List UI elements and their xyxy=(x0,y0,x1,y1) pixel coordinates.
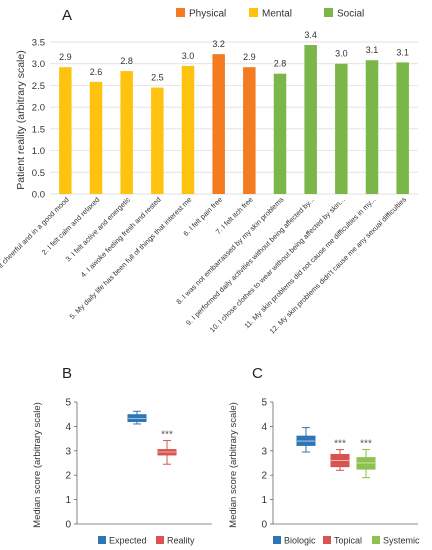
legend-label-reality: Reality xyxy=(167,536,195,546)
panel-c-label: C xyxy=(252,365,263,382)
panel-b-y-axis: 0 1 2 3 4 5 xyxy=(65,398,212,531)
panel-a-value-labels: 2.9 2.6 2.8 2.5 3.0 3.2 2.9 2.8 3.4 3.0 3.1 3.1 xyxy=(59,30,409,83)
category-label: 2. I felt calm and relaxed xyxy=(40,195,102,257)
bar xyxy=(396,62,409,194)
y-tick-label: 1.0 xyxy=(32,146,45,157)
bar xyxy=(59,67,72,194)
y-tick-label: 3 xyxy=(65,446,71,457)
legend-label-social: Social xyxy=(337,9,364,20)
y-tick-label: 5 xyxy=(65,398,71,409)
y-tick-label: 1 xyxy=(65,495,71,506)
panel-a-bars xyxy=(59,45,409,194)
panel-a: A Physical Mental Social Patient reality (… xyxy=(0,7,418,336)
bar xyxy=(243,67,256,194)
panel-b-y-axis-label: Median score (arbitrary scale) xyxy=(32,402,43,528)
significance-topical: *** xyxy=(334,439,346,450)
value-label: 2.8 xyxy=(274,59,287,69)
y-tick-label: 1.5 xyxy=(32,124,45,135)
bar xyxy=(335,63,348,194)
y-tick-label: 3 xyxy=(261,446,267,457)
value-label: 3.2 xyxy=(212,39,225,49)
legend-label-systemic: Systemic xyxy=(383,536,420,546)
legend-swatch-reality xyxy=(156,536,164,544)
y-tick-label: 0 xyxy=(65,520,71,531)
y-tick-label: 0 xyxy=(261,520,267,531)
panel-c-legend: Biologic Topical Systemic xyxy=(273,536,420,546)
value-label: 2.5 xyxy=(151,73,164,83)
y-tick-label: 3.5 xyxy=(32,38,45,49)
panel-a-legend: Physical Mental Social xyxy=(176,8,364,20)
y-tick-label: 1 xyxy=(261,495,267,506)
y-tick-label: 3.0 xyxy=(32,59,45,70)
y-tick-label: 5 xyxy=(261,398,267,409)
legend-label-physical: Physical xyxy=(189,9,226,20)
panel-b-boxes: *** xyxy=(127,410,177,465)
y-tick-label: 0.0 xyxy=(32,190,45,201)
panel-b: B Median score (arbitrary scale) 012345 … xyxy=(32,365,212,546)
bar xyxy=(151,87,164,194)
bar xyxy=(120,71,133,194)
legend-label-expected: Expected xyxy=(109,536,147,546)
legend-swatch-social xyxy=(324,8,333,17)
value-label: 3.0 xyxy=(182,51,195,61)
panel-a-y-axis: 0.0 0.5 1.0 1.5 2.0 2.5 3.0 3.5 xyxy=(32,38,418,201)
bar xyxy=(89,81,103,194)
legend-swatch-biologic xyxy=(273,536,281,544)
bar xyxy=(304,45,317,194)
bar xyxy=(212,54,225,194)
y-tick-label: 0.5 xyxy=(32,168,45,179)
y-tick-label: 4 xyxy=(65,422,71,433)
panel-a-y-axis-label: Patient reality (arbitrary scale) xyxy=(15,50,27,189)
panel-c: C Median score (arbitrary scale) 012345 … xyxy=(228,365,420,546)
value-label: 2.9 xyxy=(243,52,256,62)
value-label: 3.0 xyxy=(335,49,348,59)
panel-c-y-axis-label: Median score (arbitrary scale) xyxy=(228,402,239,528)
value-label: 3.1 xyxy=(396,47,409,57)
legend-label-biologic: Biologic xyxy=(284,536,316,546)
legend-swatch-mental xyxy=(249,8,258,17)
bar xyxy=(365,60,379,194)
panel-c-boxes: *** *** xyxy=(296,427,376,479)
y-tick-label: 2.0 xyxy=(32,103,45,114)
legend-label-mental: Mental xyxy=(262,9,292,20)
value-label: 3.4 xyxy=(304,30,317,40)
value-label: 2.6 xyxy=(90,67,103,77)
value-label: 2.9 xyxy=(59,52,72,62)
panel-b-legend: Expected Reality xyxy=(98,536,195,546)
y-tick-label: 2 xyxy=(261,471,267,482)
y-tick-label: 2 xyxy=(65,471,71,482)
legend-swatch-topical xyxy=(323,536,331,544)
panel-b-label: B xyxy=(62,365,72,382)
y-tick-label: 2.5 xyxy=(32,81,45,92)
value-label: 2.8 xyxy=(120,56,133,66)
legend-swatch-systemic xyxy=(372,536,380,544)
significance-systemic: *** xyxy=(360,439,372,450)
panel-a-category-labels: 1. I felt cheerful and in a good mood2. … xyxy=(0,195,408,336)
legend-label-topical: Topical xyxy=(334,536,362,546)
significance-reality: *** xyxy=(161,430,173,441)
panel-a-label: A xyxy=(62,7,72,24)
y-tick-label: 4 xyxy=(261,422,267,433)
panel-c-y-axis: 0 1 2 3 4 5 xyxy=(261,398,418,531)
bar xyxy=(181,65,195,194)
category-label: 8. I was not embarrassed by my skin prob… xyxy=(174,195,285,306)
value-label: 3.1 xyxy=(366,45,379,55)
legend-swatch-expected xyxy=(98,536,106,544)
legend-swatch-physical xyxy=(176,8,185,17)
bar xyxy=(273,73,287,194)
